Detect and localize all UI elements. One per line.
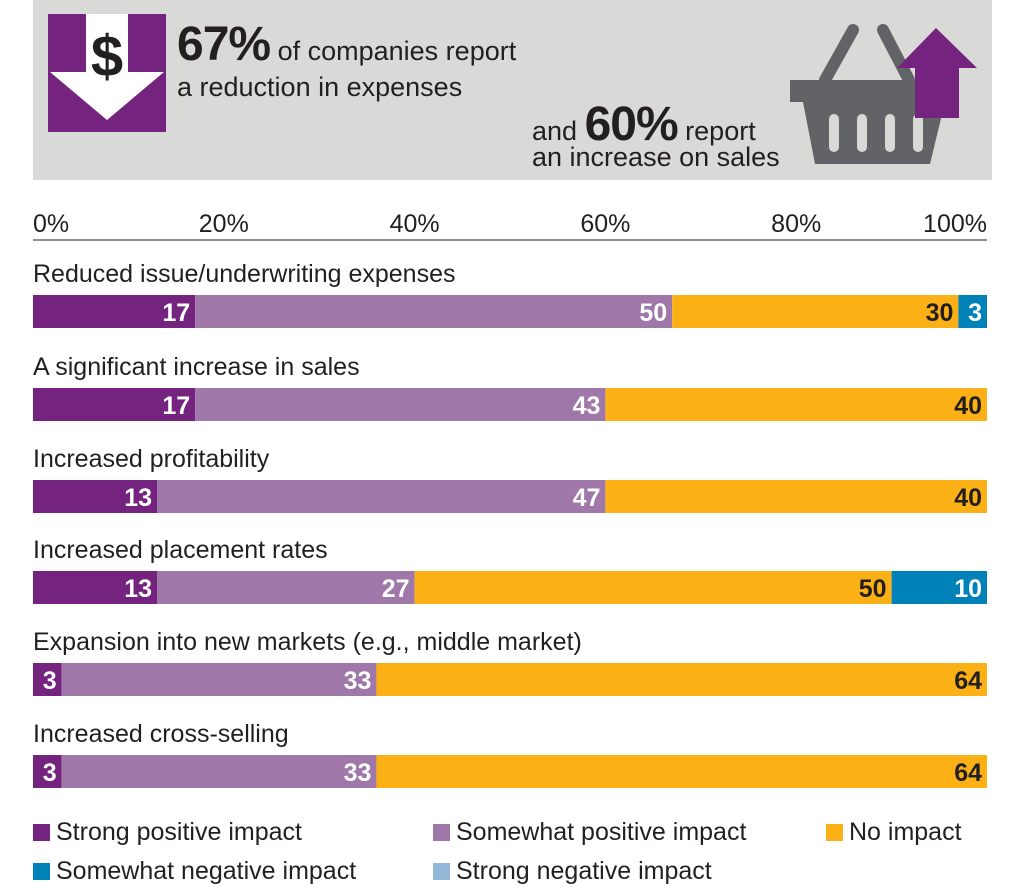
bar-segment [61, 755, 377, 788]
bar-segment [958, 295, 987, 328]
legend-label: Somewhat negative impact [56, 857, 357, 885]
legend-swatch [826, 824, 843, 841]
data-label: 40 [954, 392, 982, 420]
data-label: 3 [43, 667, 57, 695]
data-label: 13 [124, 484, 152, 512]
category-label: Increased profitability [33, 445, 270, 473]
stacked-bar-chart: 0% 20% 40% 60% 80% 100% Reduced issue/underwri… [33, 210, 987, 788]
legend-item: Somewhat positive impact [433, 818, 746, 847]
stat1-line1: of companies report [277, 36, 517, 66]
bar-segment [605, 388, 987, 421]
shopping-basket-up-arrow-icon [790, 24, 977, 164]
data-label: 64 [954, 667, 982, 695]
bar-segment [157, 480, 606, 513]
bar-segment [414, 571, 892, 604]
data-label: 3 [43, 759, 57, 787]
legend-item: No impact [826, 818, 962, 847]
legend-swatch [33, 824, 50, 841]
legend-item: Strong positive impact [33, 818, 302, 847]
legend-label: Somewhat positive impact [456, 818, 747, 846]
data-label: 17 [162, 392, 190, 420]
bar-segment [376, 663, 987, 696]
dollar-symbol: $ [91, 24, 123, 89]
data-label: 13 [124, 575, 152, 603]
bar-segment [195, 295, 673, 328]
data-label: 50 [639, 299, 667, 327]
stat2-line1: report [685, 116, 756, 146]
bar-segment [33, 480, 158, 513]
category-label: A significant increase in sales [33, 353, 360, 381]
bar-segment [157, 571, 415, 604]
stat1-line2: a reduction in expenses [177, 72, 463, 102]
legend-swatch [433, 824, 450, 841]
data-label: 40 [954, 484, 982, 512]
bar-segment [891, 571, 987, 604]
bar-segment [33, 295, 196, 328]
category-label: Increased cross-selling [33, 720, 289, 748]
data-label: 27 [382, 575, 410, 603]
data-label: 10 [954, 575, 982, 603]
bar-segment [33, 755, 62, 788]
bar-segment [195, 388, 606, 421]
bar-segment [33, 663, 62, 696]
legend-swatch [433, 863, 450, 880]
category-label: Reduced issue/underwriting expenses [33, 260, 455, 288]
legend-label: Strong positive impact [56, 818, 302, 846]
category-label: Expansion into new markets (e.g., middle… [33, 628, 582, 656]
x-tick-label: 20% [199, 210, 249, 238]
legend-label: Strong negative impact [456, 857, 712, 885]
stat2-prefix: and [532, 116, 578, 146]
x-tick-label: 40% [390, 210, 440, 238]
stat2-value: 60% [584, 98, 679, 151]
data-label: 47 [573, 484, 601, 512]
data-label: 3 [968, 299, 982, 327]
legend-label: No impact [849, 818, 962, 846]
x-tick-label: 80% [771, 210, 821, 238]
data-label: 33 [344, 759, 372, 787]
x-tick-label: 60% [580, 210, 630, 238]
legend-item: Somewhat negative impact [33, 857, 356, 886]
data-label: 30 [926, 299, 954, 327]
legend-swatch [33, 863, 50, 880]
dollar-down-arrow-icon: $ [48, 14, 166, 132]
bar-segment [33, 571, 158, 604]
data-label: 33 [344, 667, 372, 695]
category-label: Increased placement rates [33, 536, 328, 564]
legend-item: Strong negative impact [433, 857, 712, 886]
bar-segment [605, 480, 987, 513]
x-tick-label: 100% [923, 210, 987, 238]
x-tick-label: 0% [33, 210, 69, 238]
bar-segment [672, 295, 959, 328]
bar-segment [376, 755, 987, 788]
data-label: 50 [859, 575, 887, 603]
stat1-value: 67% [177, 18, 271, 71]
data-label: 17 [162, 299, 190, 327]
stat2-line2: an increase on sales [532, 142, 780, 172]
bar-segment [61, 663, 377, 696]
bar-segment [33, 388, 196, 421]
data-label: 64 [954, 759, 982, 787]
data-label: 43 [573, 392, 601, 420]
